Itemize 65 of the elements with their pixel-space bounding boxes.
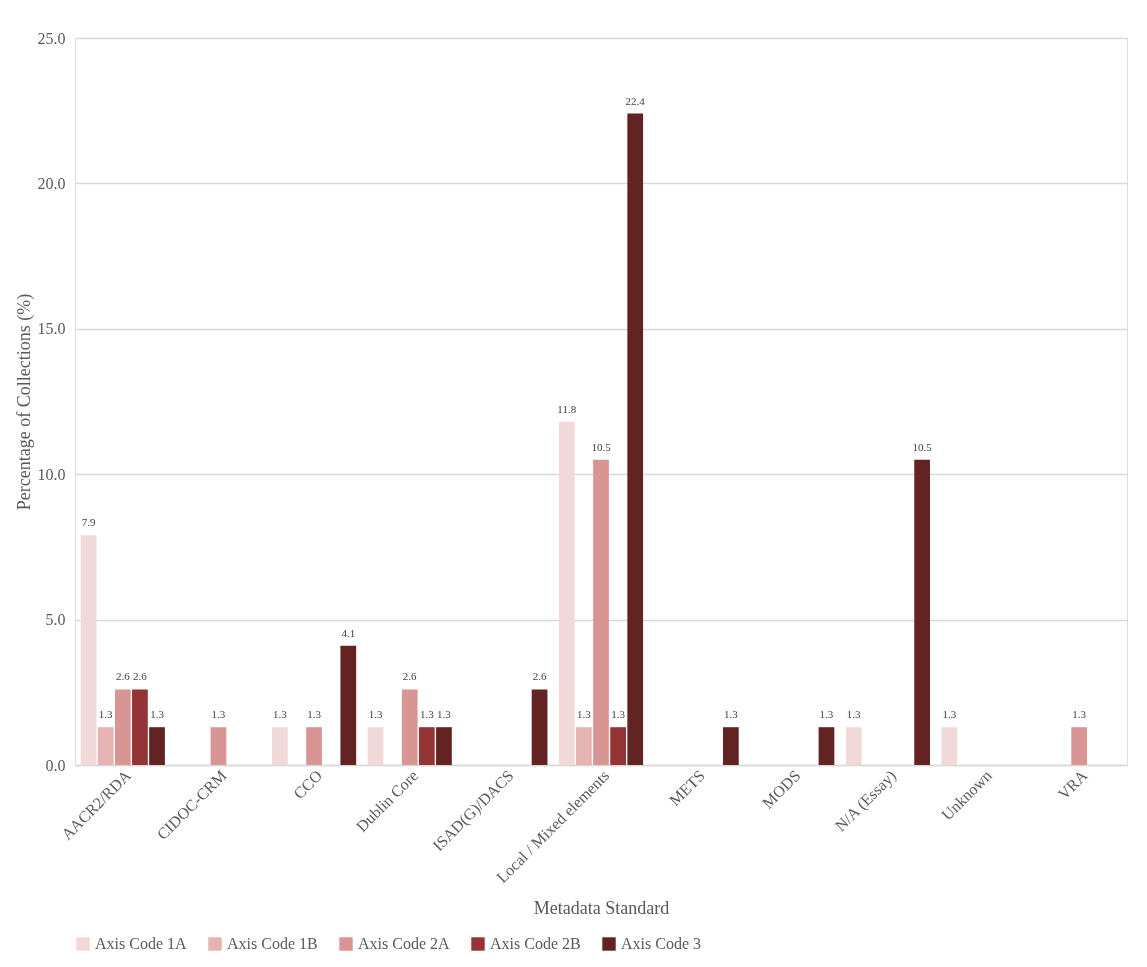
bar bbox=[149, 727, 165, 765]
data-label: 10.5 bbox=[591, 440, 612, 453]
data-label: 2.6 bbox=[532, 670, 547, 683]
bar bbox=[1071, 727, 1088, 765]
data-label: 1.3 bbox=[437, 708, 452, 721]
bar bbox=[306, 727, 322, 765]
data-label: 1.3 bbox=[577, 708, 592, 721]
bar bbox=[132, 689, 148, 765]
data-label: 1.3 bbox=[611, 708, 626, 721]
legend-label: Axis Code 1A bbox=[95, 935, 187, 952]
data-label: 2.6 bbox=[115, 670, 131, 683]
bar bbox=[531, 689, 548, 765]
bar bbox=[558, 421, 575, 765]
data-label: 11.8 bbox=[557, 402, 577, 415]
legend-label: Axis Code 2A bbox=[358, 935, 450, 952]
data-label: 7.9 bbox=[81, 516, 96, 529]
x-tick-label: VRA bbox=[1054, 766, 1091, 803]
y-tick-label: 15.0 bbox=[37, 320, 66, 338]
bar bbox=[418, 727, 435, 765]
y-axis-title: Percentage of Collections (%) bbox=[13, 293, 35, 511]
y-tick-label: 25.0 bbox=[37, 29, 66, 47]
bar bbox=[272, 727, 288, 765]
bar bbox=[722, 727, 739, 765]
legend-label: Axis Code 1B bbox=[227, 935, 318, 952]
data-label: 2.6 bbox=[133, 670, 148, 683]
data-label: 1.3 bbox=[273, 708, 288, 721]
bar bbox=[401, 689, 418, 765]
data-label: 1.3 bbox=[723, 708, 739, 721]
bar bbox=[845, 727, 862, 765]
bar bbox=[914, 459, 930, 765]
data-label: 1.3 bbox=[419, 708, 435, 721]
data-label: 2.6 bbox=[402, 670, 418, 683]
bar bbox=[610, 727, 626, 765]
x-tick-label: CCO bbox=[290, 766, 326, 803]
bar bbox=[941, 727, 958, 765]
y-tick-label: 5.0 bbox=[45, 611, 66, 629]
legend-label: Axis Code 3 bbox=[621, 935, 701, 952]
bar bbox=[340, 645, 357, 765]
bar bbox=[97, 727, 114, 765]
bar bbox=[818, 727, 835, 765]
data-label: 1.3 bbox=[150, 708, 165, 721]
bar bbox=[576, 727, 592, 765]
data-label: 1.3 bbox=[1072, 708, 1087, 721]
bar bbox=[114, 689, 131, 765]
data-label: 1.3 bbox=[846, 708, 862, 721]
bar bbox=[627, 113, 644, 765]
x-axis-title: Metadata Standard bbox=[533, 897, 670, 918]
data-label: 10.5 bbox=[912, 440, 933, 453]
legend-label: Axis Code 2B bbox=[490, 935, 581, 952]
data-label: 22.4 bbox=[625, 94, 646, 107]
y-tick-label: 10.0 bbox=[37, 465, 66, 483]
y-tick-label: 0.0 bbox=[45, 756, 66, 774]
data-label: 1.3 bbox=[307, 708, 322, 721]
data-label: 4.1 bbox=[341, 626, 356, 639]
bar bbox=[367, 727, 384, 765]
bar bbox=[593, 459, 609, 765]
bar bbox=[210, 727, 227, 765]
data-label: 1.3 bbox=[211, 708, 226, 721]
y-tick-label: 20.0 bbox=[37, 174, 66, 192]
bar bbox=[436, 727, 452, 765]
bar bbox=[80, 535, 97, 765]
data-label: 1.3 bbox=[98, 708, 114, 721]
data-label: 1.3 bbox=[942, 708, 957, 721]
data-label: 1.3 bbox=[819, 708, 834, 721]
data-label: 1.3 bbox=[368, 708, 383, 721]
